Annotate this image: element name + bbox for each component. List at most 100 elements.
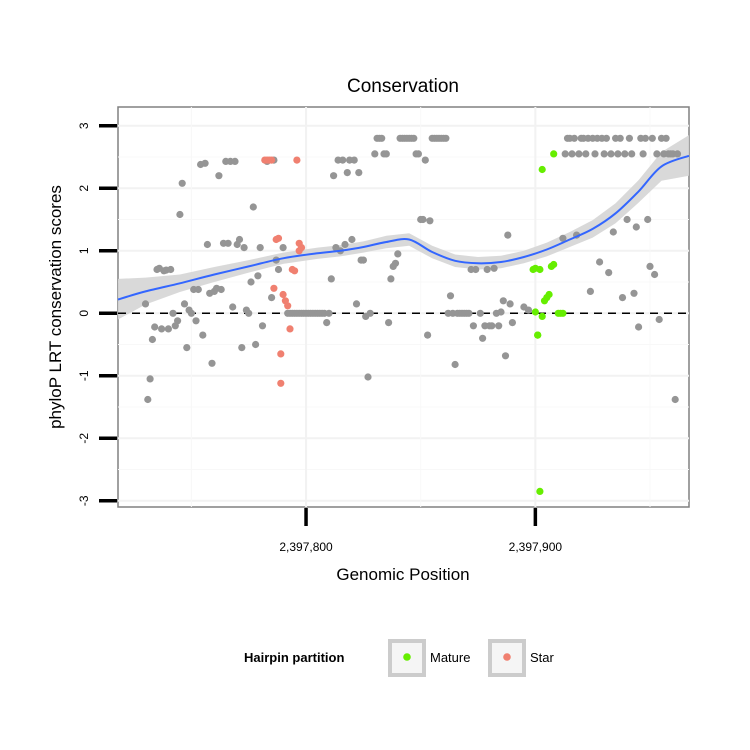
point-other: [614, 150, 622, 158]
point-other: [501, 352, 510, 360]
point-star: [284, 302, 292, 310]
point-other: [341, 240, 349, 249]
point-other: [648, 134, 656, 142]
point-other: [231, 157, 239, 165]
legend-swatch-star: [503, 653, 511, 661]
point-other: [575, 150, 583, 158]
point-other: [488, 322, 496, 330]
point-other: [414, 150, 422, 158]
point-other: [479, 334, 487, 342]
point-other: [169, 309, 177, 317]
point-other: [426, 217, 434, 225]
point-other: [151, 323, 159, 331]
point-mature: [538, 312, 546, 320]
point-other: [646, 262, 654, 270]
point-other: [561, 150, 569, 158]
point-mature: [536, 265, 544, 274]
point-other: [208, 359, 216, 367]
point-other: [148, 335, 156, 344]
point-other: [671, 395, 679, 404]
point-other: [568, 150, 576, 158]
point-other: [325, 309, 333, 317]
point-other: [371, 150, 379, 158]
point-other: [609, 228, 617, 236]
point-other: [662, 134, 670, 142]
point-other: [524, 306, 533, 314]
point-star: [279, 290, 287, 299]
point-other: [673, 150, 682, 158]
point-mature: [538, 165, 546, 174]
point-other: [490, 264, 498, 272]
point-other: [472, 265, 480, 274]
axes: -3 -2 -1 0 1 2 3 2,397,800 2,397,900: [77, 122, 562, 554]
point-other: [235, 235, 244, 244]
point-other: [254, 272, 262, 280]
point-other: [355, 169, 363, 177]
point-other: [421, 156, 429, 164]
point-other: [343, 169, 351, 177]
point-other: [249, 203, 257, 211]
point-other: [469, 322, 477, 330]
chart-title: Conservation: [347, 76, 459, 97]
y-tick-label: -1: [77, 370, 91, 381]
y-tick-label: 2: [77, 185, 91, 192]
point-other: [586, 287, 595, 295]
y-axis-title: phyloP LRT conservation scores: [46, 185, 65, 429]
point-other: [495, 322, 503, 330]
legend-label-mature: Mature: [430, 650, 470, 665]
x-tick-label: 2,397,900: [509, 540, 563, 554]
point-other: [252, 340, 260, 349]
point-other: [201, 159, 209, 167]
point-other: [605, 269, 613, 277]
point-other: [146, 375, 154, 383]
point-other: [382, 150, 390, 158]
point-other: [623, 215, 631, 224]
y-tick-label: 1: [77, 247, 91, 254]
y-tick-label: 3: [77, 122, 91, 129]
y-tick-label: 0: [77, 310, 91, 317]
point-other: [644, 215, 652, 224]
point-other: [387, 275, 395, 283]
point-other: [187, 309, 195, 317]
y-tick-label: -3: [77, 495, 91, 506]
point-other: [651, 270, 659, 279]
point-other: [582, 150, 590, 158]
point-other: [240, 244, 248, 252]
point-other: [258, 322, 267, 330]
point-other: [180, 300, 189, 308]
point-other: [641, 134, 650, 142]
point-star: [277, 350, 285, 358]
point-mature: [550, 150, 558, 158]
point-other: [229, 303, 237, 311]
point-other: [158, 325, 166, 333]
point-other: [339, 156, 347, 164]
point-other: [625, 134, 634, 142]
point-mature: [536, 487, 544, 495]
point-mature: [550, 260, 558, 269]
point-other: [194, 285, 202, 294]
point-other: [385, 319, 393, 327]
point-other: [600, 150, 608, 158]
point-other: [330, 172, 338, 180]
point-other: [279, 244, 287, 252]
confidence-ribbon-layer: [118, 135, 689, 320]
point-other: [476, 309, 484, 317]
point-other: [419, 215, 427, 224]
legend: Hairpin partition Mature Star: [244, 639, 555, 677]
point-other: [618, 294, 627, 302]
point-mature: [534, 331, 542, 339]
legend-swatch-mature: [403, 653, 411, 661]
plot-panel: [117, 106, 690, 508]
point-other: [352, 300, 361, 308]
point-other: [497, 308, 505, 316]
point-other: [217, 285, 225, 294]
point-other: [174, 317, 182, 325]
point-other: [268, 294, 276, 302]
point-other: [224, 239, 232, 247]
point-other: [144, 395, 152, 404]
smooth-fit-line: [117, 154, 690, 301]
point-other: [167, 265, 175, 274]
point-other: [350, 156, 358, 164]
point-other: [238, 344, 246, 352]
